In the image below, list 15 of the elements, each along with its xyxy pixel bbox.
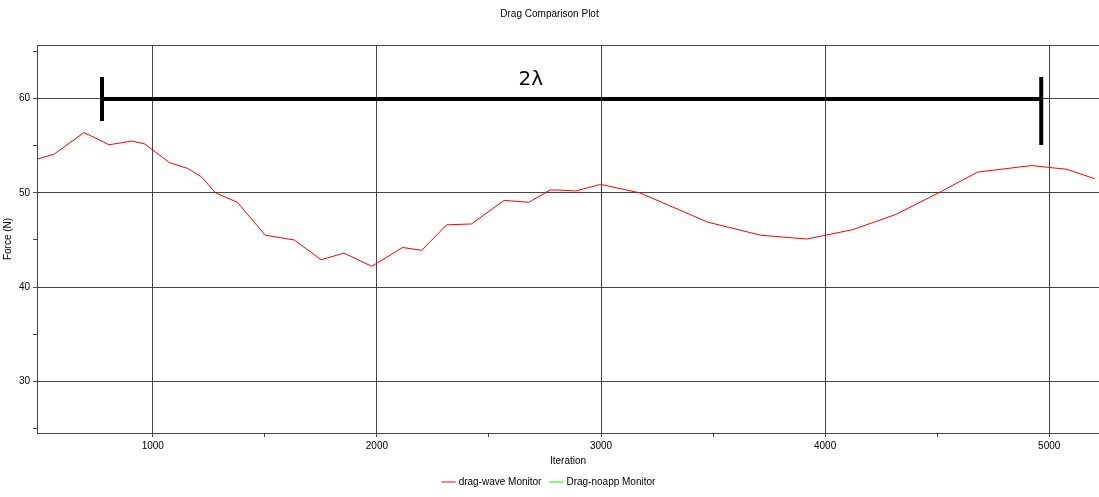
legend-label: Drag-noapp Monitor <box>566 475 657 487</box>
x-tick-label: 1000 <box>141 439 165 451</box>
y-tick-label: 40 <box>19 280 31 292</box>
y-axis-title: Force (N) <box>1 217 13 261</box>
x-tick-label: 4000 <box>814 439 837 451</box>
y-tick-label: 30 <box>19 374 31 386</box>
x-tick-label: 3000 <box>589 439 613 451</box>
x-tick-label: 2000 <box>365 439 389 451</box>
annotation: 2λ <box>518 66 544 91</box>
x-tick-label: 5000 <box>1038 439 1061 451</box>
y-tick-label: 50 <box>19 186 31 198</box>
y-tick-label: 60 <box>19 92 31 104</box>
chart-title: Drag Comparison Plot <box>500 7 599 19</box>
legend-label: drag-wave Monitor <box>458 475 543 487</box>
x-axis-title: Iteration <box>549 454 587 466</box>
